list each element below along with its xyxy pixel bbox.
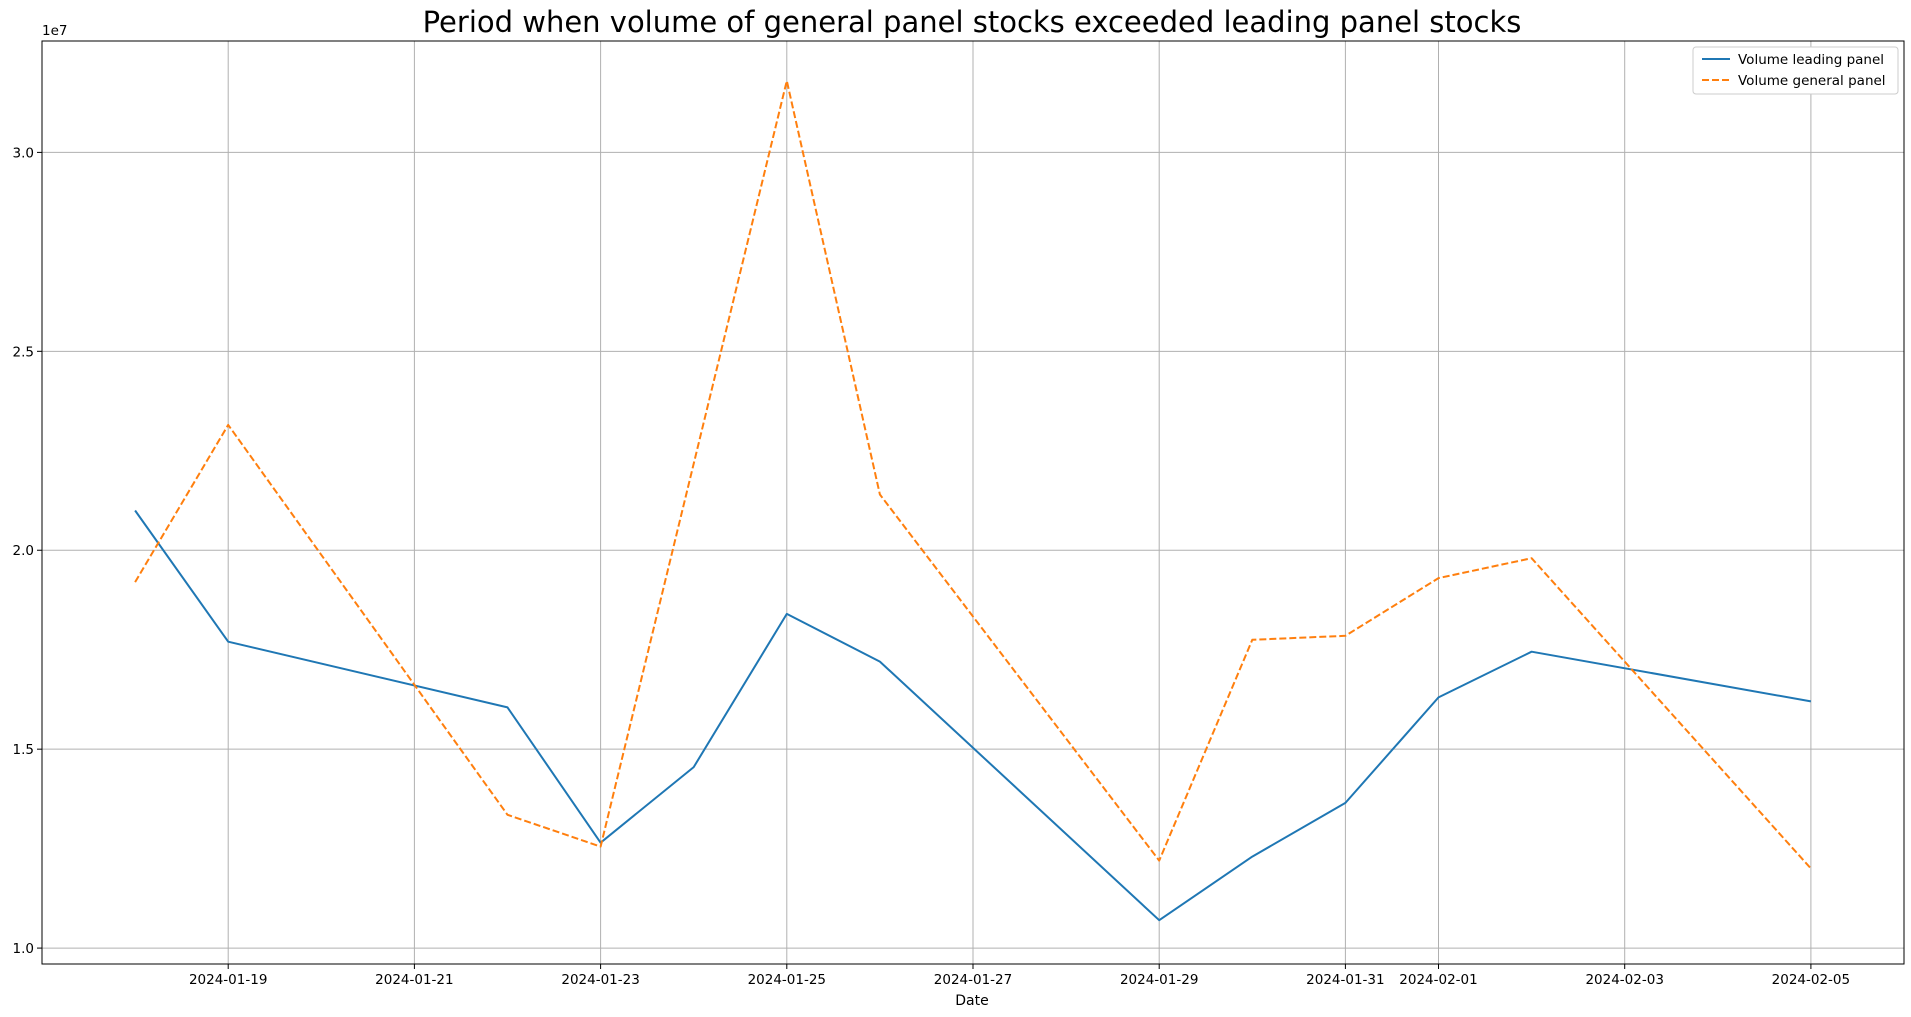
x-tick-label: 2024-01-29 <box>1120 972 1198 988</box>
legend-label-leading: Volume leading panel <box>1738 52 1884 68</box>
series-line-leading-panel <box>134 509 1812 922</box>
x-tick-label: 2024-01-27 <box>934 972 1012 988</box>
x-tick-label: 2024-01-25 <box>748 972 826 988</box>
series-line-general-panel <box>134 79 1812 870</box>
y-offset-label: 1e7 <box>42 23 67 39</box>
x-axis-label: Date <box>955 993 988 1009</box>
x-tick-label: 2024-01-31 <box>1306 972 1384 988</box>
x-tick-label: 2024-01-19 <box>189 972 267 988</box>
legend-box <box>1692 46 1899 95</box>
x-axis-ticks: 2024-01-19 2024-01-21 2024-01-23 2024-01-25… <box>189 964 1850 988</box>
x-tick-label: 2024-02-05 <box>1772 972 1850 988</box>
y-tick-label: 1.5 <box>13 742 34 758</box>
y-tick-label: 2.5 <box>13 344 34 360</box>
chart-title: Period when volume of general panel stoc… <box>423 5 1522 39</box>
grid-lines <box>42 41 1904 964</box>
legend-label-general: Volume general panel <box>1738 73 1886 89</box>
x-tick-label: 2024-02-01 <box>1399 972 1477 988</box>
legend: Volume leading panel Volume general pane… <box>1692 46 1899 95</box>
y-tick-label: 3.0 <box>13 145 34 161</box>
y-tick-label: 2.0 <box>13 543 34 559</box>
y-axis-ticks: 1.0 1.5 2.0 2.5 3.0 <box>13 145 42 957</box>
y-tick-label: 1.0 <box>13 941 34 957</box>
x-tick-label: 2024-01-21 <box>375 972 453 988</box>
x-tick-label: 2024-01-23 <box>561 972 639 988</box>
x-tick-label: 2024-02-03 <box>1585 972 1663 988</box>
series-lines <box>134 79 1812 922</box>
